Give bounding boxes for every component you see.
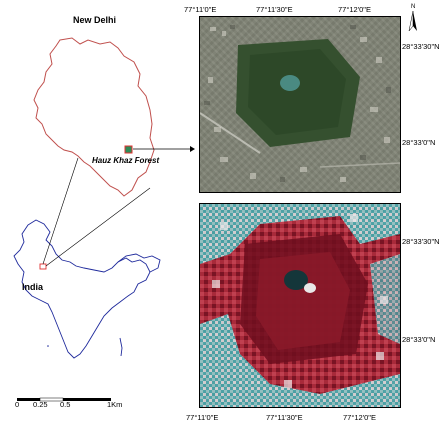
bottom-lon-label-1: 77°11'0"E [186, 413, 219, 422]
scale-unit: Km [111, 400, 123, 409]
region-title: New Delhi [73, 15, 117, 25]
scale-segment-3 [63, 398, 111, 401]
scale-tick-0: 0 [15, 400, 20, 409]
site-marker-delhi [124, 145, 133, 154]
connector-line-1 [42, 157, 79, 265]
false-color-panel [199, 203, 401, 408]
lakshadweep-dots [47, 345, 49, 347]
scale-tick-05: 0.5 [60, 400, 71, 409]
site-label: Hauz Khaz Forest [92, 156, 160, 165]
scale-tick-1-value: 1 [107, 400, 112, 409]
scale-tick-025: 0.25 [33, 400, 48, 409]
north-arrow-letter: N [411, 4, 416, 10]
delhi-boundary [33, 37, 155, 197]
bottom-lon-label-2: 77°11'30"E [266, 413, 303, 422]
top-lon-label-2: 77°11'30"E [256, 5, 293, 14]
locator-maps [13, 37, 195, 359]
top-lon-label-1: 77°11'0"E [184, 5, 217, 14]
false-color-scene [200, 204, 400, 407]
lake [280, 75, 300, 91]
scale-bar [17, 397, 111, 402]
top-lon-label-3: 77°12'0"E [338, 5, 371, 14]
right-lat-label-3: 28°33'30"N [402, 237, 440, 246]
lake-false-color [284, 270, 308, 290]
andaman-islands [119, 337, 123, 357]
delhi-marker-india [39, 263, 47, 270]
true-color-panel [199, 16, 401, 193]
right-lat-label-4: 28°33'0"N [402, 335, 436, 344]
country-title: India [22, 282, 44, 292]
right-lat-label-1: 28°33'30"N [402, 42, 440, 51]
north-arrow-icon [408, 11, 417, 32]
connector-line-2 [45, 187, 151, 267]
right-lat-label-2: 28°33'0"N [402, 138, 436, 147]
true-color-scene [200, 17, 400, 192]
india-boundary [13, 219, 151, 359]
site-pointer-arrowhead [190, 146, 195, 152]
scale-tick-1: 1Km [107, 400, 122, 409]
bottom-lon-label-3: 77°12'0"E [343, 413, 376, 422]
scale-segment-1 [17, 398, 40, 401]
india-northeast [117, 253, 161, 273]
